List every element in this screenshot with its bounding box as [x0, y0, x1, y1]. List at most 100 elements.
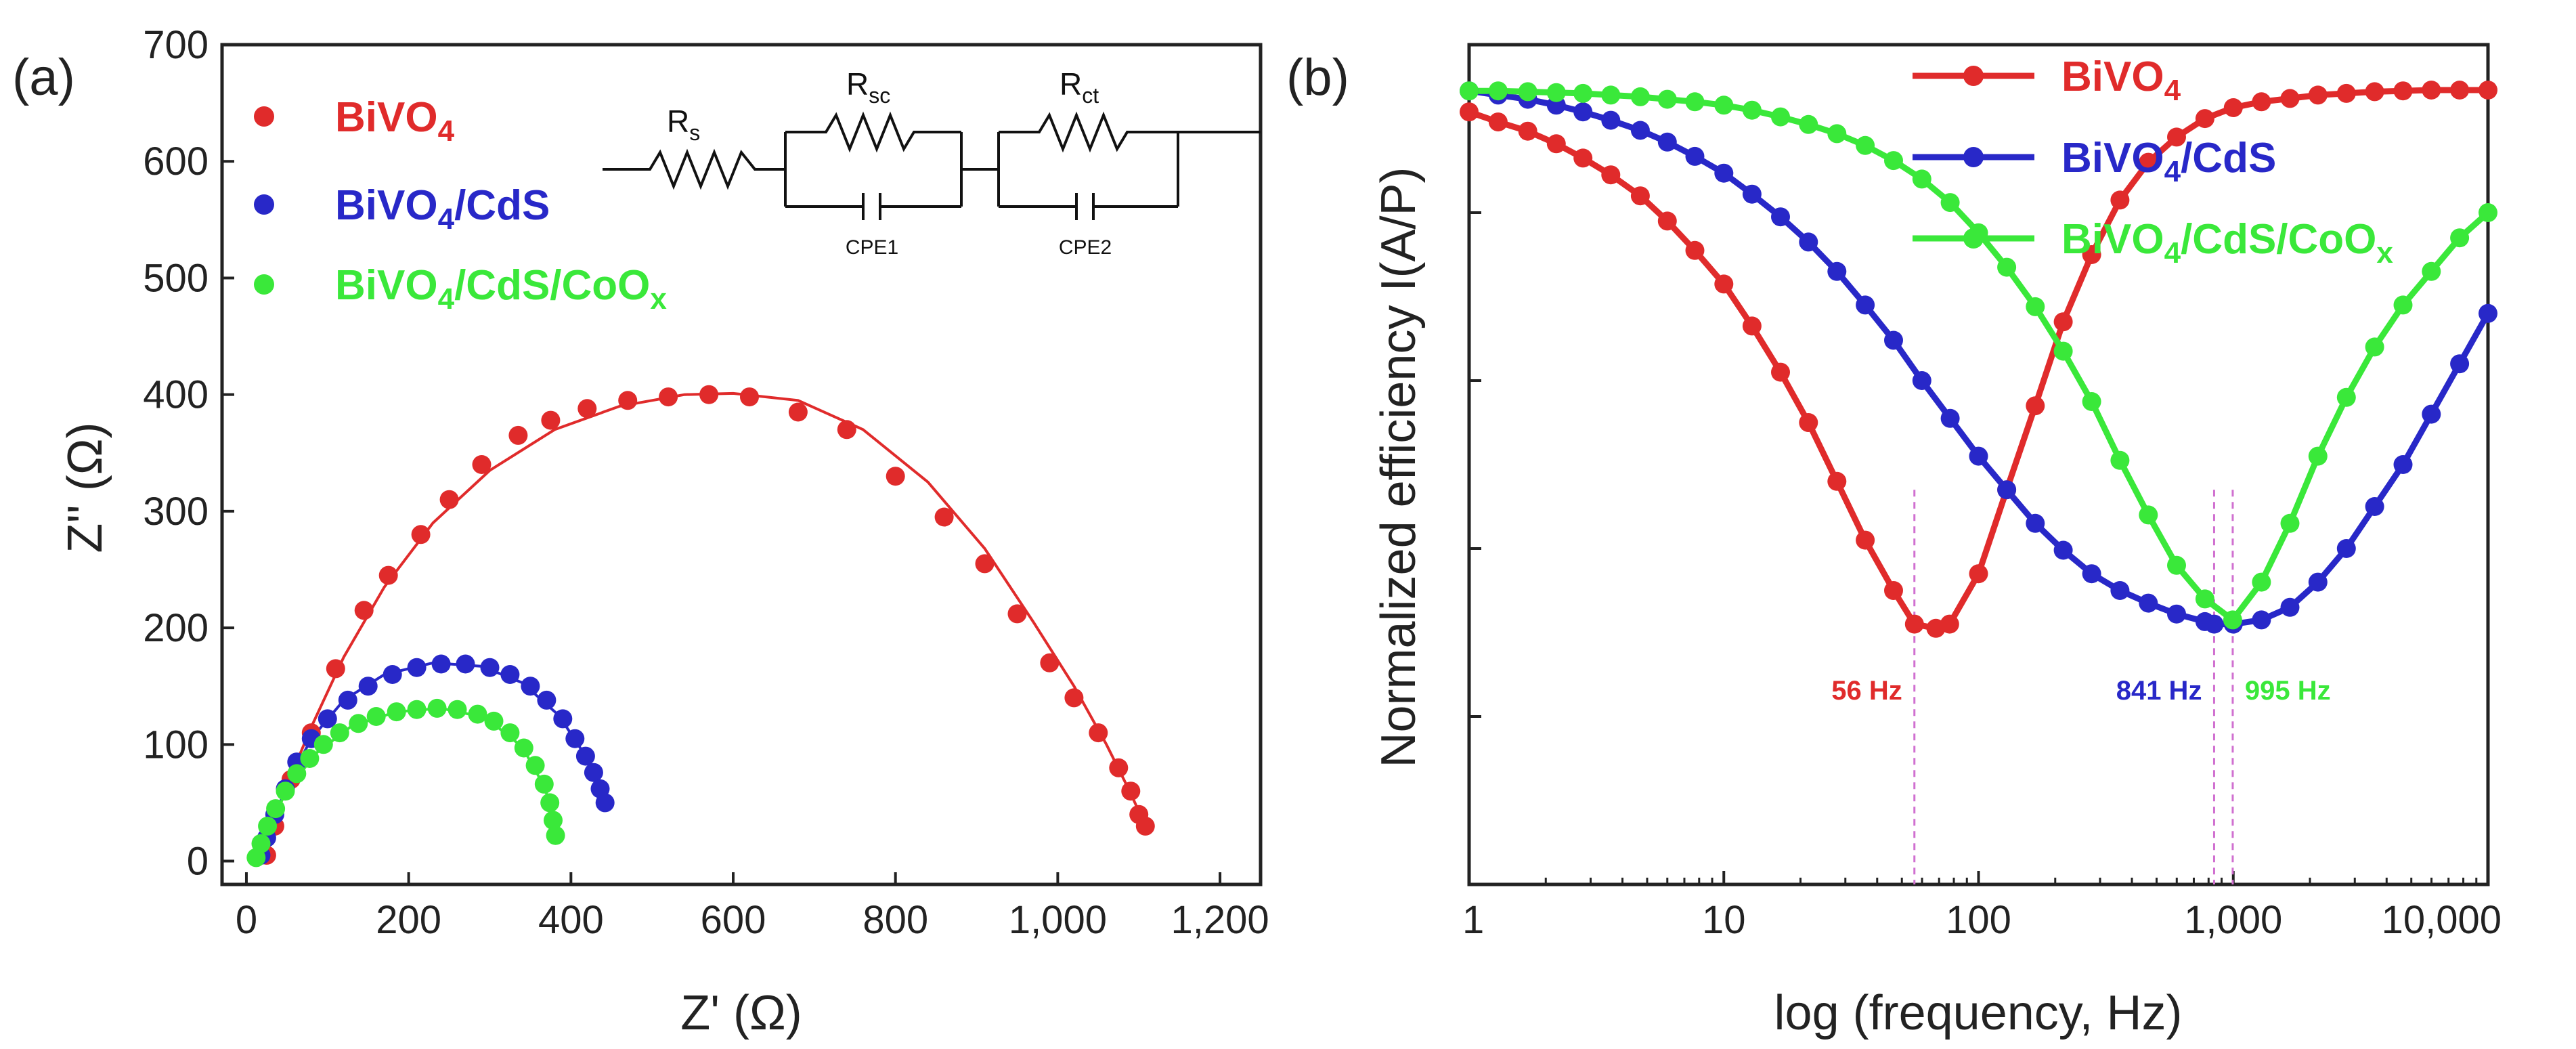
- a-point-bivo4-15: [699, 385, 719, 404]
- a-point-bivo4-cds-7: [338, 690, 357, 710]
- a-point-bivo4-cds-12: [456, 654, 475, 674]
- b-point-bivo4-cds-coox-0: [1460, 81, 1479, 101]
- a-point-bivo4-cds-coox-15: [468, 704, 487, 724]
- a-point-bivo4-17: [788, 402, 808, 422]
- b-point-bivo4-6: [1630, 186, 1650, 206]
- rct-label: Rct: [1060, 66, 1099, 108]
- b-point-bivo4-23: [2082, 245, 2101, 264]
- a-point-bivo4-cds-coox-4: [276, 782, 295, 801]
- b-point-bivo4-14: [1856, 530, 1875, 550]
- b-point-bivo4-cds-coox-7: [1657, 89, 1677, 109]
- a-point-bivo4-21: [975, 554, 995, 574]
- a-point-bivo4-cds-6: [318, 709, 337, 729]
- b-point-bivo4-cds-coox-14: [1856, 135, 1875, 155]
- b-point-bivo4-cds-coox-26: [2195, 589, 2214, 609]
- b-point-bivo4-cds-coox-32: [2365, 337, 2384, 357]
- a-point-bivo4-cds-9: [383, 665, 402, 684]
- b-point-bivo4-13: [1827, 471, 1847, 491]
- b-line-bivo4: [1468, 87, 2488, 632]
- panel-b-data-points: [1460, 81, 2497, 638]
- b-point-bivo4-cds-9: [1714, 163, 1734, 183]
- b-point-bivo4-cds-coox-10: [1742, 100, 1762, 120]
- legend-a-marker-coox: [254, 274, 274, 295]
- panel-a-x-title: Z' (Ω): [680, 986, 802, 1040]
- b-marker-label-841-hz: 841 Hz: [2116, 676, 2202, 706]
- b-point-bivo4-19: [1969, 564, 1988, 584]
- b-point-bivo4-cds-15: [1884, 330, 1903, 350]
- b-xtick-label-100: 100: [1946, 898, 2011, 942]
- b-point-bivo4-cds-coox-35: [2450, 228, 2470, 248]
- b-marker-label-995-hz: 995 Hz: [2245, 676, 2331, 706]
- b-point-bivo4-cds-coox-31: [2336, 387, 2356, 407]
- b-point-bivo4-11: [1771, 362, 1790, 382]
- equivalent-circuit: [603, 111, 1261, 220]
- b-point-bivo4-cds-6: [1630, 121, 1650, 140]
- panel-b-x-axis: 1 10 100 1,000 10,000: [1462, 871, 2502, 942]
- b-point-bivo4-cds-coox-29: [2280, 513, 2300, 533]
- a-point-bivo4-cds-coox-19: [525, 756, 545, 775]
- b-point-bivo4-9: [1714, 274, 1734, 294]
- legend-b-marker-coox: [1963, 228, 1984, 249]
- b-point-bivo4-cds-coox-21: [2053, 341, 2073, 361]
- b-point-bivo4-cds-coox-23: [2110, 450, 2130, 470]
- b-point-bivo4-cds-coox-33: [2393, 295, 2413, 315]
- panel-a-frame: [220, 43, 1263, 886]
- legend-a-label-bivo4: BiVO4: [335, 94, 455, 148]
- b-point-bivo4-34: [2393, 81, 2413, 101]
- b-point-bivo4-cds-23: [2110, 581, 2130, 600]
- a-point-bivo4-cds-22: [595, 793, 615, 813]
- a-point-bivo4-27: [1121, 782, 1141, 801]
- rsc-label: Rsc: [846, 66, 890, 108]
- legend-b-label-cds: BiVO4/CdS: [2061, 135, 2276, 188]
- a-point-bivo4-cds-18: [565, 729, 585, 748]
- a-point-bivo4-cds-coox-16: [484, 711, 504, 731]
- a-point-bivo4-26: [1109, 758, 1129, 777]
- panel-a-label: (a): [12, 49, 75, 106]
- b-point-bivo4-29: [2252, 92, 2271, 112]
- a-point-bivo4-25: [1089, 723, 1108, 743]
- b-point-bivo4-cds-coox-1: [1488, 81, 1508, 101]
- a-xtick-label-200: 200: [376, 898, 441, 942]
- a-point-bivo4-cds-coox-14: [447, 700, 467, 719]
- a-point-bivo4-8: [439, 490, 459, 509]
- a-point-bivo4-cds-coox-13: [427, 698, 447, 718]
- b-point-bivo4-cds-coox-11: [1771, 107, 1790, 127]
- b-point-bivo4-cds-coox-24: [2139, 505, 2158, 525]
- a-point-bivo4-cds-11: [431, 654, 451, 674]
- legend-b-marker-cds: [1963, 147, 1984, 167]
- a-point-bivo4-9: [472, 455, 492, 474]
- panel-a-y-axis: 0 100 200 300 400 500 600 700: [143, 23, 234, 884]
- a-point-bivo4-cds-coox-5: [287, 764, 307, 784]
- rsc-resistor: [785, 111, 961, 153]
- legend-b-marker-bivo4: [1963, 66, 1984, 86]
- b-point-bivo4-cds-coox-28: [2252, 572, 2271, 592]
- b-point-bivo4-18: [1940, 614, 1959, 634]
- b-point-bivo4-3: [1546, 134, 1566, 154]
- a-point-bivo4-cds-16: [537, 690, 556, 710]
- b-point-bivo4-35: [2422, 81, 2441, 100]
- a-point-bivo4-cds-coox-22: [544, 811, 563, 830]
- b-point-bivo4-25: [2139, 152, 2158, 172]
- b-point-bivo4-cds-30: [2280, 597, 2300, 617]
- b-point-bivo4-cds-34: [2393, 455, 2413, 474]
- a-point-bivo4-cds-coox-1: [251, 834, 271, 853]
- a-xtick-label-800: 800: [863, 898, 928, 942]
- a-xtick-label-400: 400: [538, 898, 604, 942]
- rct-resistor: [999, 111, 1178, 153]
- a-point-bivo4-5: [354, 601, 374, 620]
- b-point-bivo4-28: [2223, 98, 2243, 117]
- b-marker-label-56-hz: 56 Hz: [1831, 676, 1902, 706]
- b-point-bivo4-cds-coox-9: [1714, 95, 1734, 115]
- b-point-bivo4-cds-22: [2082, 564, 2101, 584]
- b-point-bivo4-cds-31: [2308, 572, 2328, 592]
- b-point-bivo4-0: [1460, 102, 1479, 122]
- a-point-bivo4-11: [541, 410, 561, 430]
- b-point-bivo4-cds-17: [1940, 408, 1960, 428]
- panel-a-y-title: Z'' (Ω): [58, 422, 112, 553]
- panel-b: (b) 1 10 100 1,000 10,000 Normalized efficie…: [1286, 43, 2502, 1040]
- a-point-bivo4-4: [326, 659, 345, 679]
- b-point-bivo4-cds-12: [1799, 232, 1818, 252]
- b-point-bivo4-30: [2280, 89, 2300, 108]
- cpe1-label: CPE1: [846, 236, 898, 259]
- legend-a-marker-bivo4: [254, 106, 274, 127]
